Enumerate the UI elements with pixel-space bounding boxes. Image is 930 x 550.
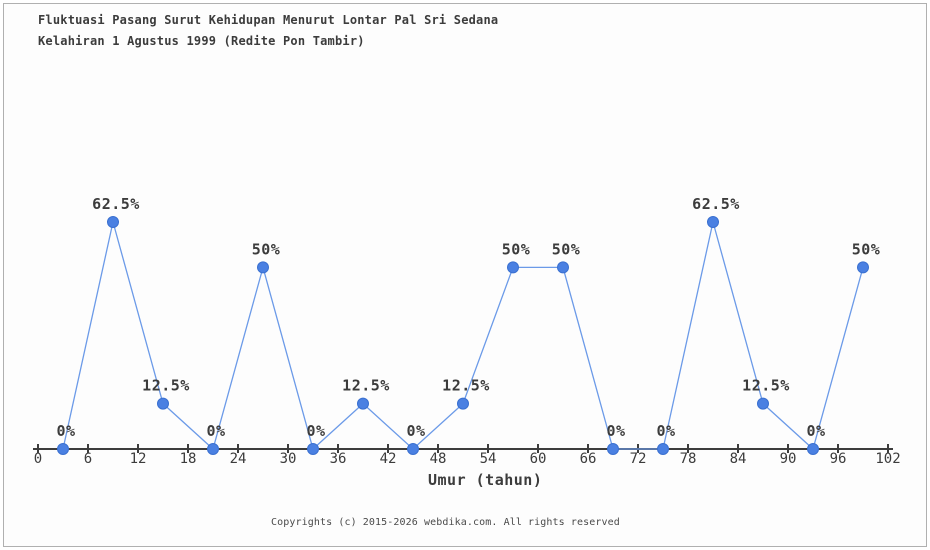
data-point: [407, 443, 419, 455]
x-axis-title: Umur (tahun): [428, 471, 543, 489]
x-axis-tick-label: 36: [330, 451, 347, 467]
x-axis-tick-label: 48: [430, 451, 447, 467]
x-axis-tick-label: 84: [730, 451, 747, 467]
x-axis-tick-label: 30: [280, 451, 297, 467]
chart-frame: [3, 3, 927, 547]
x-axis-tick-label: 18: [180, 451, 197, 467]
data-point: [857, 261, 869, 274]
x-axis-tick-label: 72: [630, 451, 647, 467]
data-point-label: 12.5%: [442, 377, 490, 395]
x-axis-tick-label: 78: [680, 451, 697, 467]
data-point-label: 50%: [852, 240, 881, 258]
data-point-label: 50%: [252, 240, 281, 258]
data-point: [807, 443, 819, 455]
series-line: [62, 221, 864, 451]
x-axis-tick-label: 54: [480, 451, 497, 467]
data-point-label: 50%: [502, 240, 531, 258]
data-point-label: 62.5%: [92, 195, 140, 213]
chart-title: Fluktuasi Pasang Surut Kehidupan Menurut…: [38, 10, 498, 52]
data-point-label: 0%: [306, 422, 325, 440]
copyright-text: Copyrights (c) 2015-2026 webdika.com. Al…: [271, 517, 620, 528]
data-point-label: 12.5%: [142, 377, 190, 395]
x-axis-tick-label: 6: [84, 451, 92, 467]
data-point-label: 12.5%: [742, 377, 790, 395]
data-point: [257, 261, 269, 274]
data-point: [207, 443, 219, 455]
x-axis-tick-label: 90: [780, 451, 797, 467]
x-axis-tick-label: 60: [530, 451, 547, 467]
data-point: [157, 397, 169, 410]
x-axis-tick-label: 24: [230, 451, 247, 467]
data-point-label: 0%: [656, 422, 675, 440]
data-point: [707, 216, 719, 228]
data-point-label: 0%: [206, 422, 225, 440]
data-point: [357, 397, 369, 410]
chart-title-line-2: Kelahiran 1 Agustus 1999 (Redite Pon Tam…: [38, 34, 365, 48]
x-axis-tick-label: 66: [580, 451, 597, 467]
data-point: [107, 216, 119, 228]
data-point: [507, 261, 519, 274]
data-point: [607, 443, 619, 455]
x-axis-tick-label: 12: [130, 451, 147, 467]
data-point-label: 0%: [806, 422, 825, 440]
data-point: [557, 261, 569, 274]
x-axis-tick-label: 42: [380, 451, 397, 467]
data-point-label: 0%: [406, 422, 425, 440]
chart-title-line-1: Fluktuasi Pasang Surut Kehidupan Menurut…: [38, 13, 499, 27]
data-point: [757, 397, 769, 410]
x-axis-tick-label: 0: [34, 451, 42, 467]
data-point: [657, 443, 669, 455]
data-point-label: 0%: [56, 422, 75, 440]
data-point-label: 0%: [606, 422, 625, 440]
data-point-label: 12.5%: [342, 377, 390, 395]
data-point: [307, 443, 319, 455]
data-point-label: 50%: [552, 240, 581, 258]
x-axis-tick-label: 102: [875, 451, 900, 467]
x-axis-tick-label: 96: [830, 451, 847, 467]
data-point-label: 62.5%: [692, 195, 740, 213]
data-point: [57, 443, 69, 455]
data-point: [457, 397, 469, 410]
